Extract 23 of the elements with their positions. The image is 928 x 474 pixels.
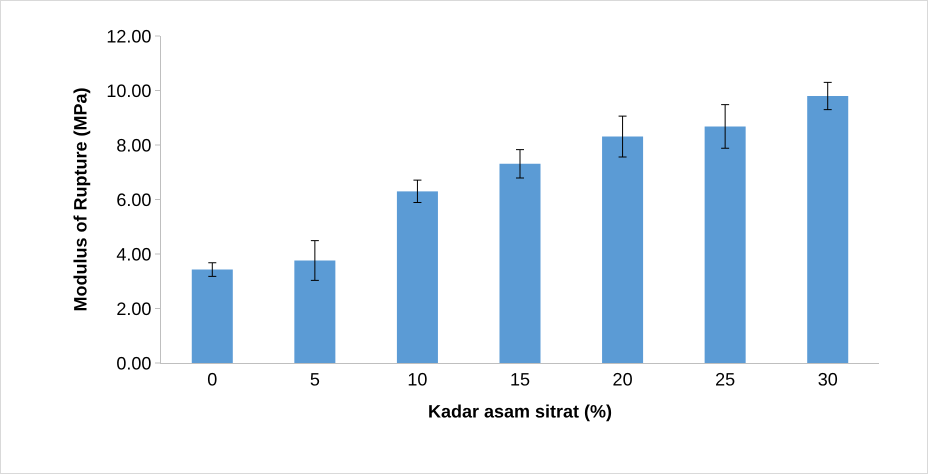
x-tick-label: 5: [310, 370, 320, 390]
bar: [192, 270, 233, 363]
bar: [602, 136, 644, 363]
bar: [499, 164, 541, 363]
x-tick-label: 15: [510, 370, 530, 390]
y-tick-label: 0.00: [116, 353, 152, 374]
y-tick-label: 8.00: [116, 135, 152, 156]
y-tick-label: 12.00: [106, 26, 152, 46]
x-tick-label: 0: [207, 370, 218, 390]
y-tick-label: 4.00: [116, 244, 152, 264]
y-tick-label: 10.00: [106, 80, 152, 101]
bar: [294, 260, 336, 363]
y-axis-title: Modulus of Rupture (MPa): [70, 88, 91, 312]
y-tick-label: 2.00: [116, 298, 152, 319]
x-tick-label: 25: [715, 370, 736, 390]
x-tick-label: 10: [407, 370, 428, 390]
bar: [807, 96, 848, 363]
y-tick-label: 6.00: [116, 190, 152, 210]
x-axis-title: Kadar asam sitrat (%): [428, 402, 612, 422]
x-tick-label: 30: [818, 370, 838, 390]
x-tick-label: 20: [612, 370, 633, 390]
bar: [396, 191, 438, 363]
bar: [704, 126, 746, 363]
